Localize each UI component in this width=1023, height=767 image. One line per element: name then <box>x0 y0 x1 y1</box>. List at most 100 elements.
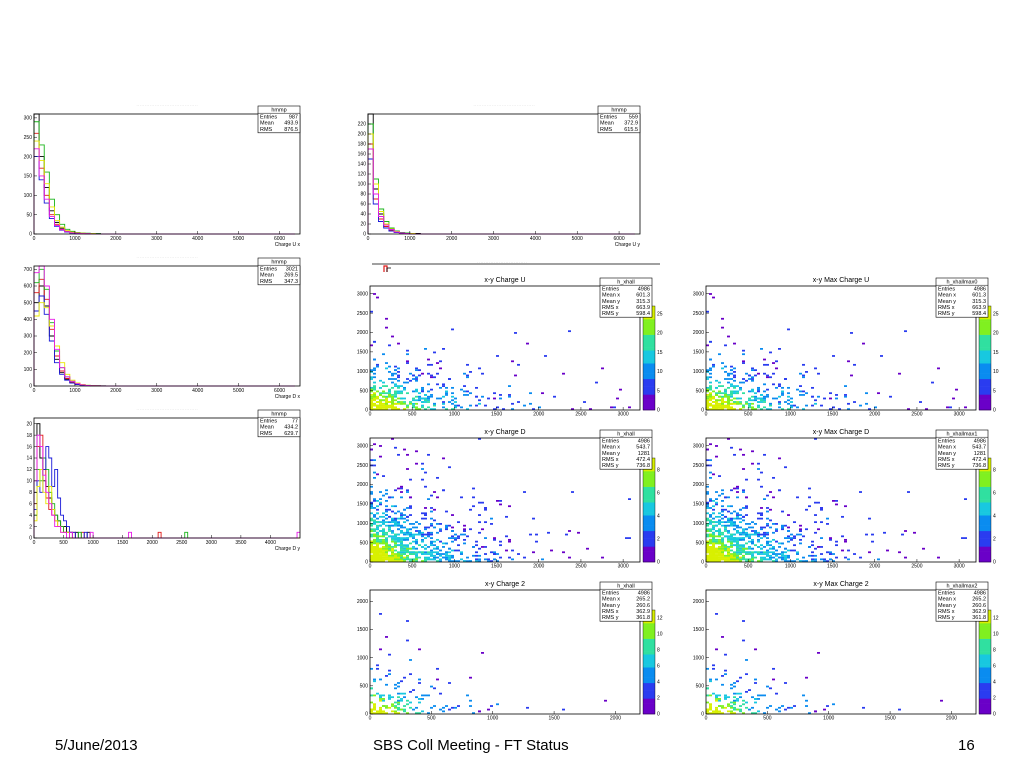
scatter-bin <box>784 554 787 557</box>
scatter-bin <box>418 544 421 547</box>
scatter-bin <box>841 549 844 552</box>
scatter-bin <box>733 560 736 562</box>
color-scale-segment <box>979 651 991 655</box>
stats-label: RMS x <box>602 609 619 615</box>
scatter-bin <box>811 386 814 389</box>
scatter-bin <box>898 708 901 711</box>
scatter-bin <box>709 535 712 538</box>
scatter-bin <box>388 554 391 557</box>
scatter-bin <box>715 554 718 557</box>
scatter-bin <box>712 531 715 534</box>
y-tick-label: 500 <box>24 300 33 306</box>
stats-value: 361.8 <box>636 615 650 621</box>
stats-label: Mean <box>260 121 274 127</box>
x-tick-label: 500 <box>744 564 753 570</box>
color-scale-segment <box>979 620 991 624</box>
scatter-bin <box>865 533 868 536</box>
scatter-bin <box>382 547 385 550</box>
scatter-bin <box>379 399 382 402</box>
scatter-bin <box>370 556 373 559</box>
scatter-bin <box>724 547 727 550</box>
color-scale-segment <box>643 559 655 563</box>
scatter-bin <box>373 402 376 405</box>
scatter-bin <box>742 558 745 561</box>
scatter-bin <box>484 508 487 511</box>
scatter-bin <box>373 560 376 562</box>
y-tick-label: 1000 <box>693 655 704 661</box>
histogram-panel-charge-d-y: . . . . . . . . . . . . . . . . . . . . … <box>18 404 308 554</box>
scatter-bin <box>724 344 727 347</box>
scatter-bin <box>430 376 433 379</box>
scatter-bin <box>376 512 379 515</box>
scatter-bin <box>376 521 379 524</box>
scatter-bin <box>742 528 745 531</box>
scatter-bin <box>373 538 376 541</box>
histogram-series-line <box>386 267 391 272</box>
scatter-bin <box>733 537 736 539</box>
scatter-bin <box>712 551 715 554</box>
color-scale-segment <box>979 324 991 328</box>
scatter-bin <box>724 554 727 557</box>
scatter-bin <box>409 659 412 661</box>
scatter-bin <box>907 408 910 410</box>
scatter-bin <box>439 367 442 370</box>
scatter-bin <box>766 531 769 534</box>
scatter-bin <box>889 395 892 398</box>
scatter-bin <box>445 554 448 557</box>
scatter-bin <box>730 533 733 536</box>
scatter-bin <box>706 547 709 550</box>
scatter-bin <box>760 514 763 516</box>
scatter-bin <box>715 558 718 561</box>
scatter-bin <box>409 701 412 704</box>
scatter-bin <box>403 514 406 516</box>
scatter-bin <box>766 524 769 527</box>
scatter-bin <box>706 524 709 527</box>
scatter-bin <box>391 335 394 338</box>
scatter-bin <box>859 491 862 493</box>
scatter-bin <box>742 554 745 557</box>
scatter-bin <box>829 553 832 555</box>
scatter-bin <box>706 404 709 407</box>
scatter-bin <box>394 705 397 707</box>
x-tick-label: 1000 <box>69 236 80 242</box>
y-tick-label: 220 <box>358 122 367 128</box>
scatter-bin <box>397 374 400 377</box>
scatter-bin <box>457 404 460 407</box>
scatter-bin <box>766 507 769 509</box>
scatter-bin <box>475 395 478 398</box>
scatter-bin <box>373 394 376 396</box>
scatter-bin <box>514 332 517 334</box>
scatter-bin <box>820 508 823 511</box>
scatter-bin <box>376 712 379 714</box>
color-scale-segment <box>643 384 655 387</box>
scatter-bin <box>448 682 451 684</box>
scatter-bin <box>406 537 409 539</box>
scatter-bin <box>370 459 373 462</box>
y-tick-label: 18 <box>26 433 32 439</box>
scatter-bin <box>745 659 748 661</box>
scatter-bin <box>730 710 733 713</box>
scatter-bin <box>718 554 721 557</box>
scatter-bin <box>736 402 739 405</box>
scatter-bin <box>436 678 439 681</box>
scatter-bin <box>751 526 754 529</box>
scatter-bin <box>478 501 481 504</box>
scatter-bin <box>370 517 373 520</box>
scatter-bin <box>406 558 409 561</box>
scatter-bin <box>802 394 805 396</box>
scatter-bin <box>610 406 613 409</box>
scatter-bin <box>427 533 430 536</box>
scatter-bin <box>730 558 733 561</box>
color-scale-segment <box>979 693 991 697</box>
color-scale-segment <box>643 347 655 351</box>
scatter-bin <box>427 372 430 375</box>
scatter-bin <box>415 526 418 529</box>
scatter-bin <box>499 540 502 543</box>
scatter-bin <box>811 544 814 547</box>
scatter-bin <box>397 685 400 688</box>
scatter-bin <box>385 367 388 370</box>
scatter-bin <box>757 553 760 555</box>
scatter-bin <box>715 560 718 562</box>
scatter-bin <box>757 710 760 713</box>
scatter-bin <box>379 699 382 702</box>
